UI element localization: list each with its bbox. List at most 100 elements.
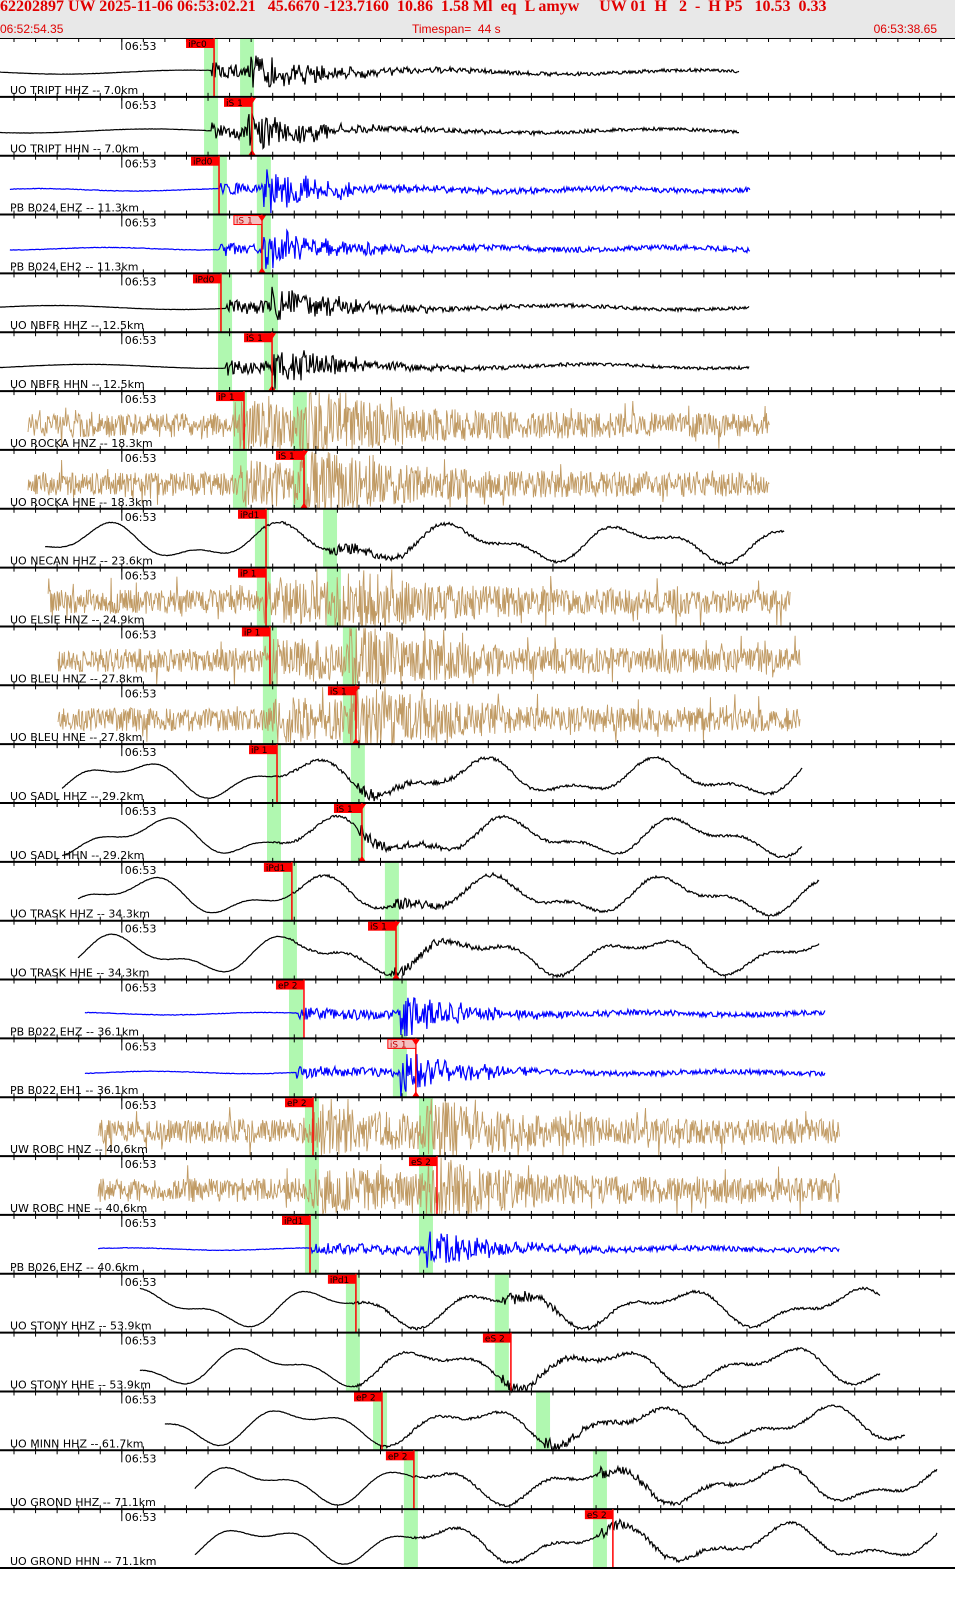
- phase-pick[interactable]: iP 1: [238, 567, 267, 627]
- phase-pick[interactable]: eS 2: [482, 1332, 512, 1392]
- station-label: PB B026 EHZ -- 40.6km: [10, 1261, 139, 1274]
- phase-pick[interactable]: iS 1: [244, 332, 277, 392]
- trace-panel[interactable]: 06:53 PB B022 EH1 -- 36.1km iS 1: [0, 1034, 955, 1098]
- predicted-phase-band: [592, 1450, 607, 1510]
- waveform-trace: [139, 1286, 881, 1331]
- pick-label: iS 1: [390, 1040, 407, 1050]
- phase-pick[interactable]: eP 2: [285, 1097, 314, 1157]
- predicted-phase-band: [350, 744, 365, 803]
- trace-panel[interactable]: 06:53 UO TRASK HHE -- 34.3km iS 1: [0, 916, 955, 980]
- pick-marker-down-icon: [299, 450, 308, 457]
- predicted-phase-band: [392, 1038, 407, 1098]
- trace-panel[interactable]: 06:53 PB B024 EHZ -- 11.3km iPd0: [0, 151, 955, 215]
- trace-panel[interactable]: 06:53 UO SADL HHZ -- 29.2km iP 1: [0, 740, 955, 803]
- phase-pick[interactable]: eP 2: [354, 1391, 383, 1451]
- pick-label-box: [368, 921, 397, 931]
- pick-label: iPd1: [330, 1276, 349, 1286]
- waveform-trace: [194, 1463, 938, 1508]
- pick-label: iS 1: [330, 687, 347, 697]
- predicted-phase-band: [212, 214, 227, 274]
- pick-label: iPd1: [284, 1217, 303, 1227]
- waveform-trace: [61, 814, 803, 859]
- station-label: PB B024 EH2 -- 11.3km: [10, 260, 138, 273]
- pick-label: iP 1: [218, 393, 235, 403]
- minute-label: 06:53: [125, 393, 157, 406]
- phase-pick[interactable]: iS 1: [275, 449, 308, 509]
- phase-pick[interactable]: eP 2: [275, 979, 305, 1039]
- pick-label: iS 1: [226, 99, 243, 109]
- predicted-phase-band: [403, 1509, 418, 1568]
- phase-pick[interactable]: iS 1: [333, 803, 366, 862]
- trace-panel[interactable]: 06:53 UO TRASK HHZ -- 34.3km iPd1: [0, 857, 955, 921]
- trace-panel[interactable]: 06:53 PB B024 EH2 -- 11.3km iS 1: [0, 210, 955, 274]
- trace-panel[interactable]: 06:53 UO NBFR HHZ -- 12.5km iPd0: [0, 269, 955, 333]
- trace-panel[interactable]: 06:53 UO ROCKA HNE -- 18.3km iS 1: [0, 445, 955, 510]
- predicted-phase-band: [218, 332, 233, 392]
- pick-label: eS 2: [411, 1158, 431, 1168]
- predicted-phase-band: [266, 803, 281, 862]
- minute-label: 06:53: [125, 511, 157, 524]
- pick-label: eP 2: [287, 1099, 307, 1109]
- pick-label: eP 2: [356, 1393, 376, 1403]
- phase-pick[interactable]: iPd0: [191, 155, 220, 215]
- trace-panel[interactable]: 06:53 UO NECAN HHZ -- 23.6km iPd1: [0, 504, 955, 568]
- trace-panel[interactable]: 06:53 UO STONY HHZ -- 53.9km iPd1: [0, 1269, 955, 1333]
- trace-panel[interactable]: 06:53 UO ROCKA HNZ -- 18.3km iP 1: [0, 387, 955, 452]
- phase-pick[interactable]: iS 1: [327, 685, 360, 745]
- phase-pick[interactable]: iPd1: [263, 861, 293, 921]
- station-label: UO ROCKA HNZ -- 18.3km: [10, 437, 153, 450]
- minute-label: 06:53: [125, 923, 157, 936]
- trace-panel[interactable]: 06:53 PB B026 EHZ -- 40.6km iPd1: [0, 1210, 955, 1274]
- waveform-trace: [61, 755, 803, 802]
- pick-label-box: [249, 745, 278, 755]
- pick-label: eP 2: [388, 1452, 408, 1462]
- phase-pick[interactable]: iP 1: [216, 391, 245, 450]
- phase-pick[interactable]: iPd1: [281, 1214, 311, 1274]
- phase-pick[interactable]: iPd0: [192, 273, 222, 333]
- pick-label-box: [327, 1274, 356, 1284]
- station-label: UO SADL HHZ -- 29.2km: [10, 790, 144, 803]
- trace-panel[interactable]: 06:53 UW ROBC HNZ -- 40.6km eP 2: [0, 1093, 955, 1158]
- predicted-phase-band: [288, 1038, 303, 1098]
- phase-pick[interactable]: iPd1: [327, 1273, 357, 1333]
- phase-pick[interactable]: eP 2: [385, 1450, 415, 1510]
- station-label: UW ROBC HNZ -- 40.6km: [10, 1143, 148, 1156]
- pick-marker-up-icon: [411, 1091, 420, 1098]
- minute-label: 06:53: [125, 1217, 157, 1230]
- trace-panel[interactable]: 06:53 UW ROBC HNE -- 40.6km eS 2: [0, 1152, 955, 1215]
- trace-panel[interactable]: 06:53 UO NBFR HHN -- 12.5km iS 1: [0, 328, 955, 392]
- pick-marker-down-icon: [357, 804, 366, 810]
- phase-pick[interactable]: eS 2: [584, 1509, 614, 1568]
- trace-panel[interactable]: 06:53 UO MINN HHZ -- 61.7km eP 2: [0, 1387, 955, 1452]
- predicted-phase-band: [536, 1391, 551, 1451]
- pick-marker-up-icon: [299, 502, 308, 509]
- phase-pick[interactable]: iS 1: [387, 1038, 420, 1098]
- seismogram-panels[interactable]: 06:53 UO TRIPT HHZ -- 7.0km iPc0 06:53 UO TR…: [0, 38, 955, 1598]
- trace-panel[interactable]: 06:53 UO STONY HHE -- 53.9km eS 2: [0, 1328, 955, 1394]
- trace-panel[interactable]: 06:53 UO GROND HHN -- 71.1km eS 2: [0, 1505, 955, 1568]
- station-label: UO GROND HHN -- 71.1km: [10, 1555, 157, 1568]
- phase-pick[interactable]: iPc0: [186, 38, 215, 97]
- phase-pick[interactable]: iS 1: [233, 214, 266, 274]
- trace-panel[interactable]: 06:53 UO TRIPT HHN -- 7.0km iS 1: [0, 92, 955, 156]
- trace-panel[interactable]: 06:53 UO BLEU HNZ -- 27.8km iP 1: [0, 622, 955, 687]
- phase-pick[interactable]: iPd1: [238, 508, 267, 568]
- phase-pick[interactable]: iP 1: [249, 744, 278, 803]
- trace-panel[interactable]: 06:53 UO BLEU HNE -- 27.8km iS 1: [0, 681, 955, 746]
- phase-pick[interactable]: eS 2: [408, 1156, 438, 1215]
- trace-panel[interactable]: 06:53 UO GROND HHZ -- 71.1km eP 2: [0, 1446, 955, 1510]
- phase-pick[interactable]: iS 1: [224, 96, 257, 156]
- predicted-phase-band: [240, 38, 255, 97]
- phase-pick[interactable]: iP 1: [241, 626, 271, 686]
- minute-label: 06:53: [125, 805, 157, 818]
- phase-pick[interactable]: iS 1: [368, 920, 401, 980]
- pick-label: iS 1: [278, 452, 295, 462]
- trace-panel[interactable]: 06:53 PB B022 EHZ -- 36.1km eP 2: [0, 975, 955, 1039]
- waveform-trace: [139, 1346, 881, 1394]
- trace-panel[interactable]: 06:53 UO ELSIE HNZ -- 24.9km iP 1: [0, 563, 955, 627]
- minute-label: 06:53: [125, 864, 157, 877]
- waveform-trace: [57, 628, 801, 687]
- trace-panel[interactable]: 06:53 UO TRIPT HHZ -- 7.0km iPc0: [0, 38, 955, 97]
- pick-label-box: [238, 509, 267, 519]
- trace-panel[interactable]: 06:53 UO SADL HHN -- 29.2km iS 1: [0, 799, 955, 862]
